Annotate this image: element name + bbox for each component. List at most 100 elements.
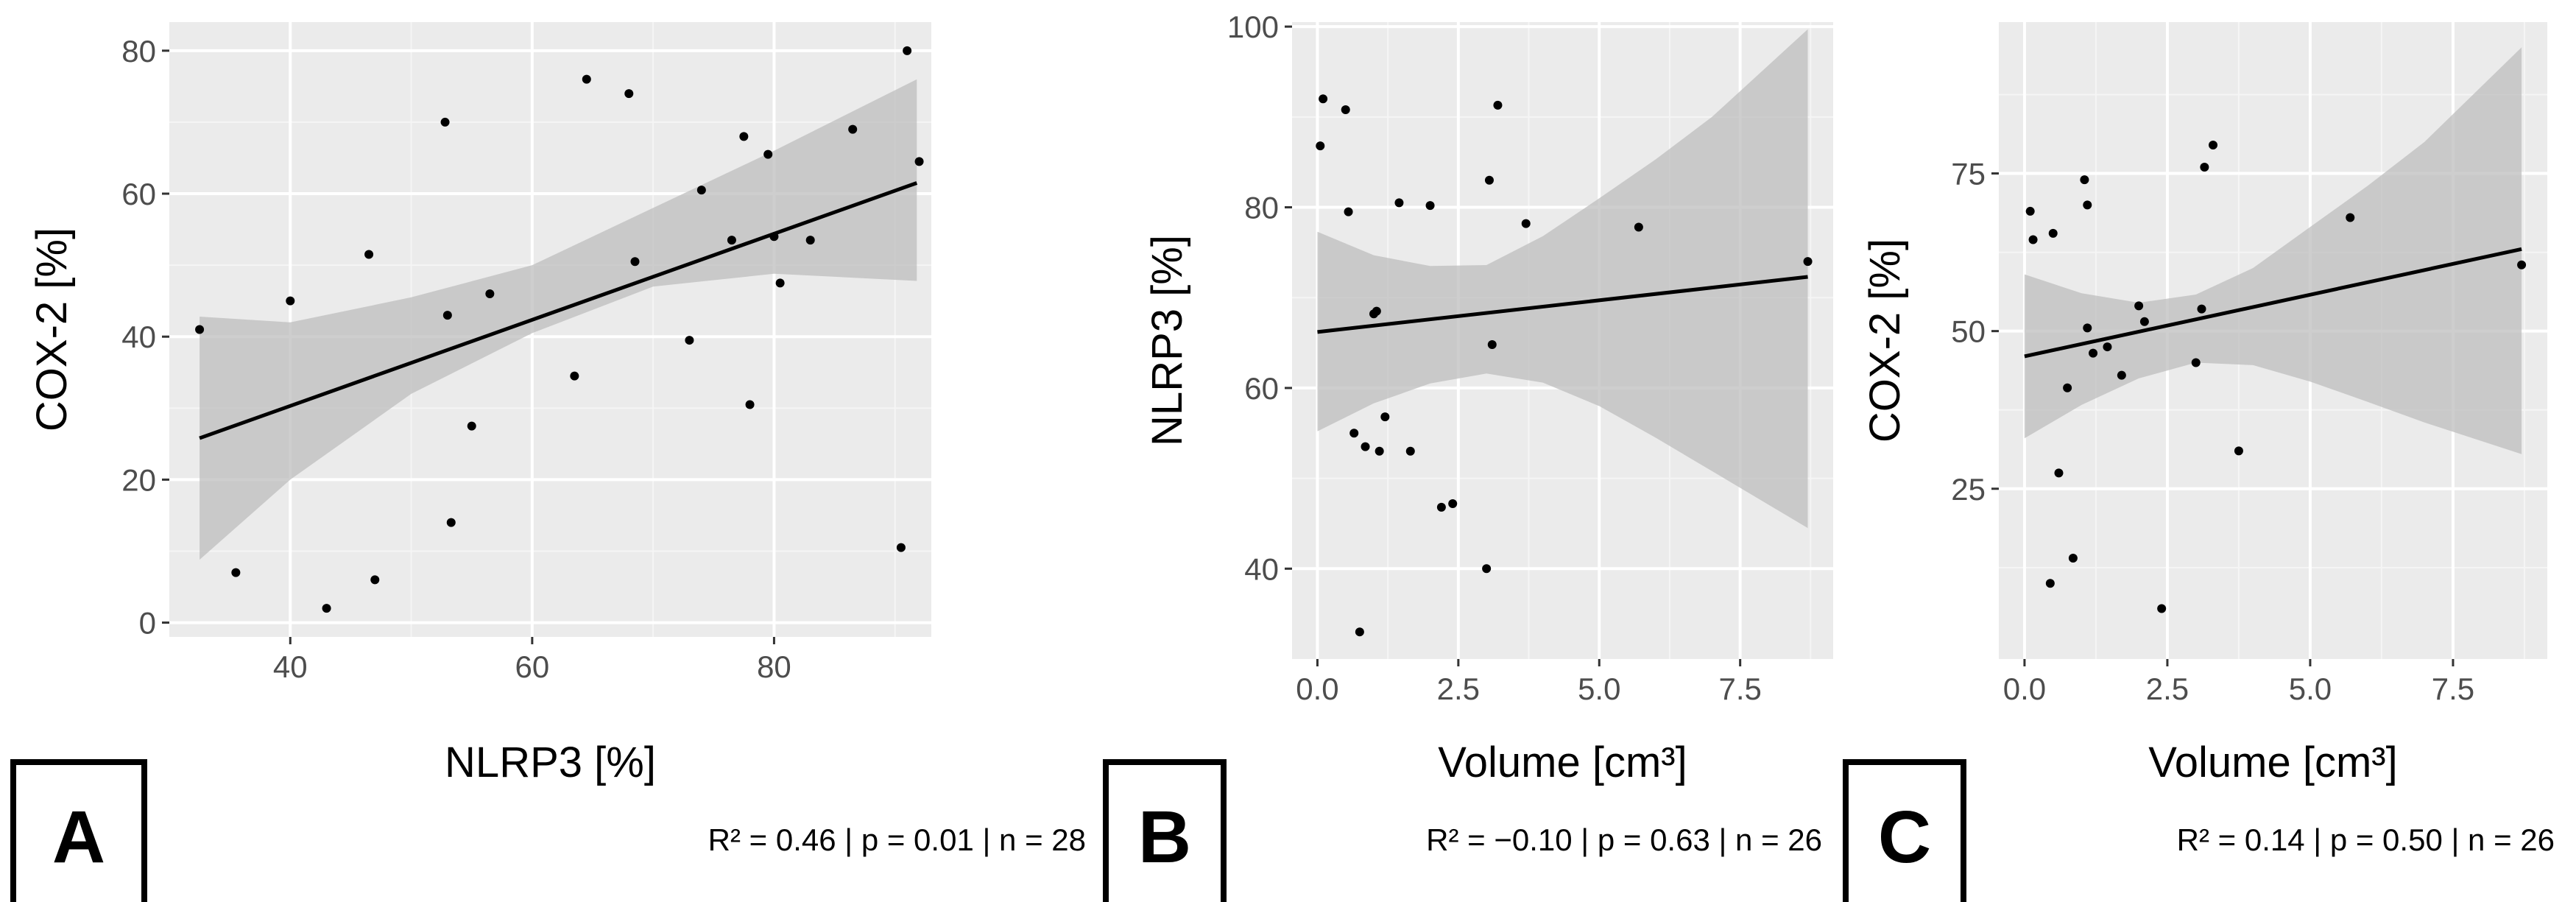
x-axis-title: Volume [cm³] (1438, 739, 1687, 786)
data-point (903, 46, 912, 55)
data-point (2028, 235, 2038, 244)
y-tick-label: 25 (1951, 472, 1986, 507)
data-point (1355, 627, 1364, 637)
data-point (769, 232, 779, 242)
x-tick-label: 40 (273, 649, 308, 684)
data-point (1448, 498, 1458, 508)
data-point (2103, 342, 2112, 352)
data-point (1482, 564, 1492, 574)
y-tick-label: 80 (121, 34, 156, 68)
data-point (2157, 604, 2167, 613)
data-point (685, 336, 694, 345)
confidence-band (200, 79, 917, 560)
panel-label-box (1103, 759, 1227, 902)
data-point (775, 278, 785, 288)
y-tick-label: 75 (1951, 157, 1986, 191)
data-point (763, 149, 773, 159)
data-point (2346, 213, 2355, 222)
data-point (1349, 429, 1359, 438)
data-point (2080, 175, 2089, 185)
stats-text: R² = 0.46 | p = 0.01 | n = 28 (708, 822, 1086, 857)
y-axis-title: COX-2 [%] (28, 228, 76, 431)
data-point (1521, 219, 1531, 228)
data-point (2048, 228, 2058, 238)
data-point (624, 89, 634, 99)
data-point (745, 400, 755, 409)
data-point (2117, 370, 2126, 380)
x-tick-label: 7.5 (1718, 672, 1761, 706)
data-point (896, 543, 906, 552)
x-axis-title: NLRP3 [%] (445, 739, 656, 786)
panel-b: 0.0 2.5 5.0 7.5 40 60 80 100 Volume [cm³] NLRP3 [… (1103, 10, 1833, 902)
data-point (1380, 412, 1390, 422)
data-point (696, 186, 706, 195)
x-tick-label: 7.5 (2432, 672, 2474, 706)
y-tick-label: 40 (121, 320, 156, 354)
data-point (1493, 100, 1503, 110)
data-point (440, 117, 450, 127)
data-point (582, 74, 591, 84)
data-point (2045, 579, 2055, 588)
data-point (1372, 306, 1381, 316)
confidence-band (2024, 47, 2522, 454)
y-axis-title: NLRP3 [%] (1143, 235, 1191, 446)
data-point (2089, 348, 2098, 358)
x-tick-label: 60 (515, 649, 549, 684)
data-point (231, 568, 241, 577)
data-point (1375, 446, 1384, 456)
data-point (2025, 206, 2035, 216)
data-point (1487, 340, 1497, 350)
data-point (805, 236, 815, 245)
data-point (570, 371, 579, 381)
regression-line (2024, 247, 2522, 359)
stats-text: R² = 0.14 | p = 0.50 | n = 26 (2177, 822, 2555, 857)
data-point (1361, 442, 1370, 451)
y-tick-label: 20 (121, 462, 156, 497)
data-point (286, 296, 295, 306)
x-axis-title: Volume [cm³] (2148, 739, 2397, 786)
data-point (364, 250, 374, 259)
x-tick-label: 5.0 (1578, 672, 1620, 706)
data-point (2191, 358, 2201, 367)
data-point (1316, 141, 1325, 151)
data-point (1803, 257, 1813, 267)
panel-label: A (52, 796, 105, 878)
data-point (1405, 446, 1415, 456)
data-point (1319, 94, 1328, 104)
data-point (485, 289, 495, 298)
data-point (739, 132, 749, 141)
panel-label: B (1138, 796, 1191, 878)
panel-label: C (1878, 796, 1931, 878)
x-tick-label: 80 (757, 649, 791, 684)
x-tick-label: 0.0 (2003, 672, 2046, 706)
y-tick-label: 60 (1244, 371, 1279, 406)
data-point (2209, 141, 2218, 150)
regression-line (199, 181, 918, 440)
confidence-band (1317, 29, 1808, 529)
regression-line (1317, 275, 1808, 334)
data-point (2134, 301, 2144, 311)
data-point (2197, 304, 2206, 314)
data-point (914, 157, 924, 166)
data-point (1394, 198, 1404, 208)
panel-label-box (10, 759, 147, 902)
data-point (2054, 468, 2064, 478)
panel-label-box (1843, 759, 1966, 902)
data-point (2139, 317, 2149, 326)
x-tick-label: 2.5 (1437, 672, 1480, 706)
data-point (1484, 175, 1494, 185)
data-point (1341, 105, 1350, 115)
data-point (1436, 502, 1446, 512)
data-point (446, 518, 456, 527)
data-point (848, 124, 858, 134)
data-point (2083, 323, 2092, 333)
y-tick-label: 80 (1244, 191, 1279, 225)
panel-c: 0.0 2.5 5.0 7.5 25 50 75 Volume [cm³] COX-2 [%] C… (1843, 22, 2555, 902)
data-point (467, 421, 476, 431)
data-point (195, 325, 205, 334)
data-point (2517, 260, 2527, 269)
x-tick-label: 5.0 (2289, 672, 2332, 706)
data-point (322, 604, 331, 613)
data-point (630, 257, 640, 267)
